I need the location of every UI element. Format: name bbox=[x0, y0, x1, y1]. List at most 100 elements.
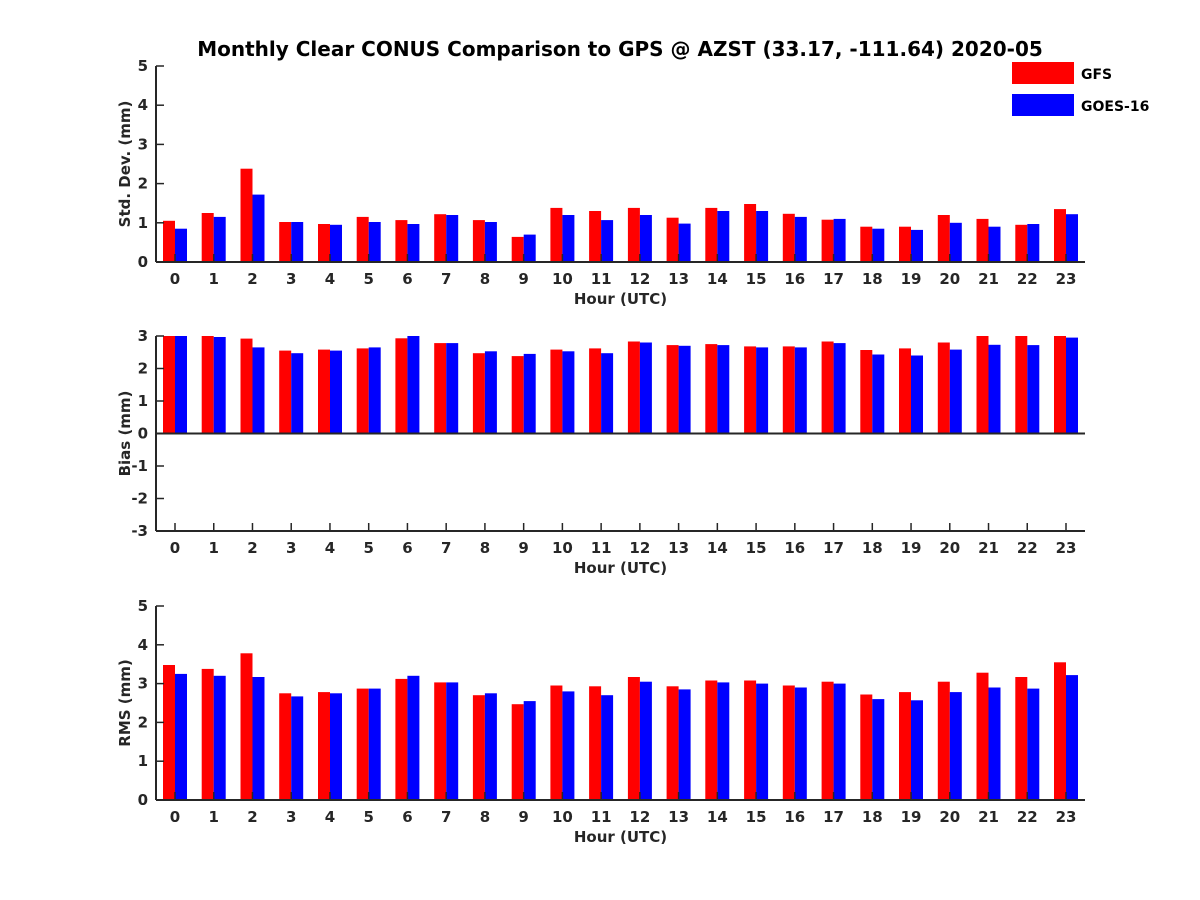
rms-bar-goes16-16 bbox=[794, 687, 807, 800]
bias-bar-goes16-21 bbox=[988, 344, 1001, 434]
rms-bar-gfs-23 bbox=[1054, 662, 1066, 800]
rms-xtick-label: 11 bbox=[591, 808, 612, 826]
std-dev-bar-goes16-8 bbox=[484, 222, 497, 262]
legend-label-gfs: GFS bbox=[1081, 67, 1112, 83]
std-dev-ytick-label: 1 bbox=[138, 214, 148, 232]
bias-bar-goes16-22 bbox=[1027, 345, 1040, 434]
std-dev-bar-goes16-9 bbox=[523, 234, 536, 262]
bias-ytick-label: 0 bbox=[138, 425, 148, 443]
bias-bar-goes16-4 bbox=[330, 350, 342, 434]
std-dev-bar-gfs-22 bbox=[1015, 224, 1028, 262]
std-dev-bar-goes16-22 bbox=[1027, 224, 1040, 262]
rms-xtick-label: 17 bbox=[823, 808, 844, 826]
std-dev-bar-goes16-18 bbox=[872, 228, 885, 262]
bias-xtick-label: 9 bbox=[518, 539, 528, 557]
rms-bar-goes16-3 bbox=[291, 696, 304, 800]
std-dev-bar-goes16-20 bbox=[949, 222, 962, 262]
rms-xtick-label: 12 bbox=[629, 808, 650, 826]
bias-bar-goes16-3 bbox=[291, 353, 304, 434]
std-dev-bar-goes16-17 bbox=[833, 218, 846, 262]
bias-bar-gfs-13 bbox=[666, 345, 679, 434]
rms-bar-goes16-0 bbox=[175, 673, 187, 800]
std-dev-bar-gfs-7 bbox=[434, 214, 447, 262]
std-dev-bar-goes16-3 bbox=[291, 222, 304, 262]
bias-bar-goes16-10 bbox=[562, 351, 575, 434]
bias-bar-gfs-7 bbox=[434, 343, 447, 434]
rms-bar-gfs-8 bbox=[472, 695, 485, 800]
rms-bar-gfs-2 bbox=[240, 653, 253, 800]
rms-xtick-label: 19 bbox=[901, 808, 922, 826]
rms-bar-goes16-1 bbox=[213, 675, 226, 800]
rms-bar-goes16-8 bbox=[484, 693, 497, 800]
rms-bar-goes16-7 bbox=[446, 682, 459, 800]
std-dev-bar-gfs-4 bbox=[318, 224, 330, 262]
std-dev-bar-goes16-19 bbox=[911, 229, 923, 262]
bias-bar-gfs-2 bbox=[240, 338, 253, 434]
rms-ytick-label: 3 bbox=[138, 675, 148, 693]
bias-xtick-label: 12 bbox=[629, 539, 650, 557]
rms-xtick-label: 9 bbox=[518, 808, 528, 826]
bias-bar-goes16-19 bbox=[911, 355, 923, 434]
rms-bar-goes16-13 bbox=[678, 689, 691, 800]
bias-ytick-label: -2 bbox=[131, 490, 148, 508]
rms-bar-gfs-10 bbox=[550, 685, 563, 800]
std-dev-xtick-label: 11 bbox=[591, 270, 612, 288]
bias-bar-gfs-3 bbox=[279, 350, 292, 434]
std-dev-xtick-label: 5 bbox=[363, 270, 373, 288]
rms-xtick-label: 14 bbox=[707, 808, 728, 826]
bias-ytick-label: -3 bbox=[131, 522, 148, 540]
bias-ytick-label: 3 bbox=[138, 327, 148, 345]
std-dev-bar-goes16-16 bbox=[794, 216, 807, 262]
rms-bar-goes16-11 bbox=[601, 695, 614, 800]
bias-bar-goes16-11 bbox=[601, 353, 614, 434]
bias-xlabel: Hour (UTC) bbox=[574, 559, 667, 577]
rms-ytick-label: 1 bbox=[138, 752, 148, 770]
rms-bar-gfs-4 bbox=[318, 692, 330, 800]
rms-bar-goes16-17 bbox=[833, 683, 846, 800]
rms-xtick-label: 23 bbox=[1056, 808, 1077, 826]
std-dev-ytick-label: 3 bbox=[138, 135, 148, 153]
std-dev-bar-gfs-0 bbox=[163, 220, 175, 262]
bias-bar-goes16-1 bbox=[213, 337, 226, 434]
std-dev-bar-gfs-19 bbox=[899, 226, 911, 262]
bias-bar-goes16-15 bbox=[756, 347, 769, 434]
rms-bar-gfs-0 bbox=[163, 665, 175, 800]
std-dev-bar-gfs-17 bbox=[821, 219, 834, 262]
rms-bar-gfs-19 bbox=[899, 692, 911, 800]
std-dev-xtick-label: 2 bbox=[247, 270, 257, 288]
std-dev-xtick-label: 3 bbox=[286, 270, 296, 288]
bias-xtick-label: 5 bbox=[363, 539, 373, 557]
std-dev-xtick-label: 12 bbox=[629, 270, 650, 288]
rms-bar-goes16-6 bbox=[407, 675, 420, 800]
bias-ytick-label: 2 bbox=[138, 360, 148, 378]
rms-bar-goes16-4 bbox=[330, 693, 342, 800]
rms-bar-goes16-2 bbox=[252, 677, 265, 800]
bias-bar-goes16-9 bbox=[523, 353, 536, 434]
bias-bar-goes16-14 bbox=[717, 345, 730, 434]
std-dev-bar-gfs-21 bbox=[976, 218, 989, 262]
bias-xtick-label: 2 bbox=[247, 539, 257, 557]
rms-xtick-label: 1 bbox=[209, 808, 219, 826]
bias-xtick-label: 11 bbox=[591, 539, 612, 557]
rms-bar-gfs-5 bbox=[356, 688, 369, 800]
rms-xlabel: Hour (UTC) bbox=[574, 828, 667, 846]
bias-xtick-label: 19 bbox=[901, 539, 922, 557]
legend-label-goes16: GOES-16 bbox=[1081, 99, 1149, 115]
std-dev-bar-gfs-6 bbox=[395, 220, 408, 262]
bias-bar-gfs-23 bbox=[1054, 336, 1066, 434]
bias-bar-gfs-1 bbox=[201, 336, 214, 434]
rms-bar-goes16-12 bbox=[639, 681, 652, 800]
rms-bar-goes16-10 bbox=[562, 691, 575, 800]
bias-bar-goes16-23 bbox=[1066, 337, 1078, 434]
std-dev-bar-goes16-7 bbox=[446, 215, 459, 262]
bias-xtick-label: 13 bbox=[668, 539, 689, 557]
rms-xtick-label: 4 bbox=[325, 808, 335, 826]
std-dev-bar-gfs-9 bbox=[511, 236, 524, 262]
bias-bar-goes16-13 bbox=[678, 345, 691, 434]
rms-xtick-label: 5 bbox=[363, 808, 373, 826]
bias-xtick-label: 20 bbox=[939, 539, 960, 557]
bias-bar-gfs-21 bbox=[976, 336, 989, 434]
rms-bar-gfs-9 bbox=[511, 704, 524, 800]
